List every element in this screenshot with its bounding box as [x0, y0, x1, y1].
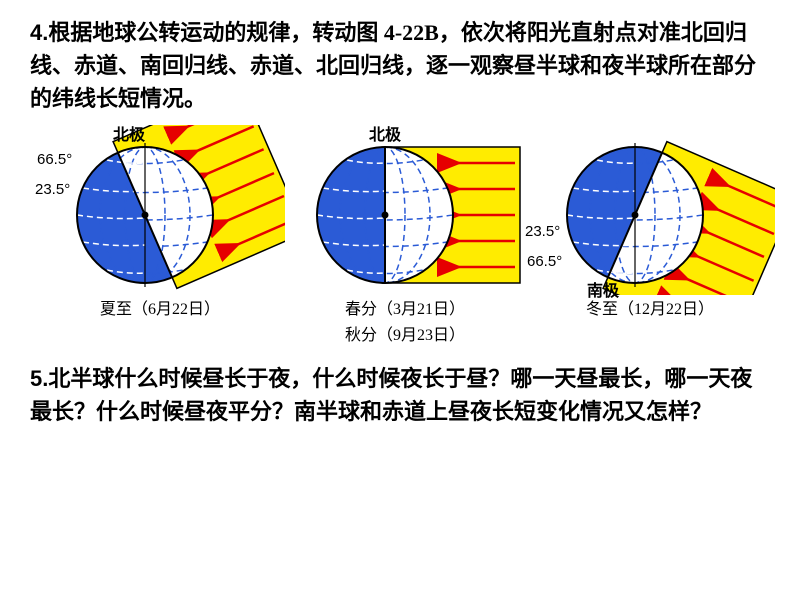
question-5: 5.北半球什么时候昼长于夜，什么时候夜长于昼？哪一天昼最长，哪一天夜最长？什么时…: [30, 362, 764, 428]
globe-summer: [35, 125, 285, 295]
diagram-summer: 北极 66.5° 23.5°: [35, 125, 285, 321]
caption-equinox1: 春分（3月21日）: [345, 299, 465, 321]
diagram-row: 北极 66.5° 23.5°: [30, 125, 764, 348]
pole-label-winter: 南极: [587, 277, 619, 301]
globe-winter: [525, 125, 775, 295]
globe-equinox: [285, 125, 525, 295]
diagram-winter: 23.5° 66.5° 南极: [525, 125, 775, 321]
caption-summer: 夏至（6月22日）: [100, 299, 220, 321]
caption-winter: 冬至（12月22日）: [586, 299, 714, 321]
pole-label-summer: 北极: [113, 121, 145, 145]
q5-text: 北半球什么时候昼长于夜，什么时候夜长于昼？哪一天昼最长，哪一天夜最长？什么时候昼…: [30, 366, 752, 424]
q5-number: 5.: [30, 366, 48, 391]
q4-text: 根据地球公转运动的规律，转动图 4-22B，依次将阳光直射点对准北回归线、赤道、…: [30, 20, 756, 111]
lat-label-23w: 23.5°: [525, 223, 560, 240]
q4-number: 4.: [30, 20, 48, 45]
caption-equinox2: 秋分（9月23日）: [345, 325, 465, 347]
pole-label-equinox: 北极: [369, 121, 401, 145]
lat-label-66: 66.5°: [37, 151, 72, 168]
lat-label-23: 23.5°: [35, 181, 70, 198]
question-4: 4.根据地球公转运动的规律，转动图 4-22B，依次将阳光直射点对准北回归线、赤…: [30, 16, 764, 115]
lat-label-66w: 66.5°: [527, 253, 562, 270]
diagram-equinox: 北极: [285, 125, 525, 348]
